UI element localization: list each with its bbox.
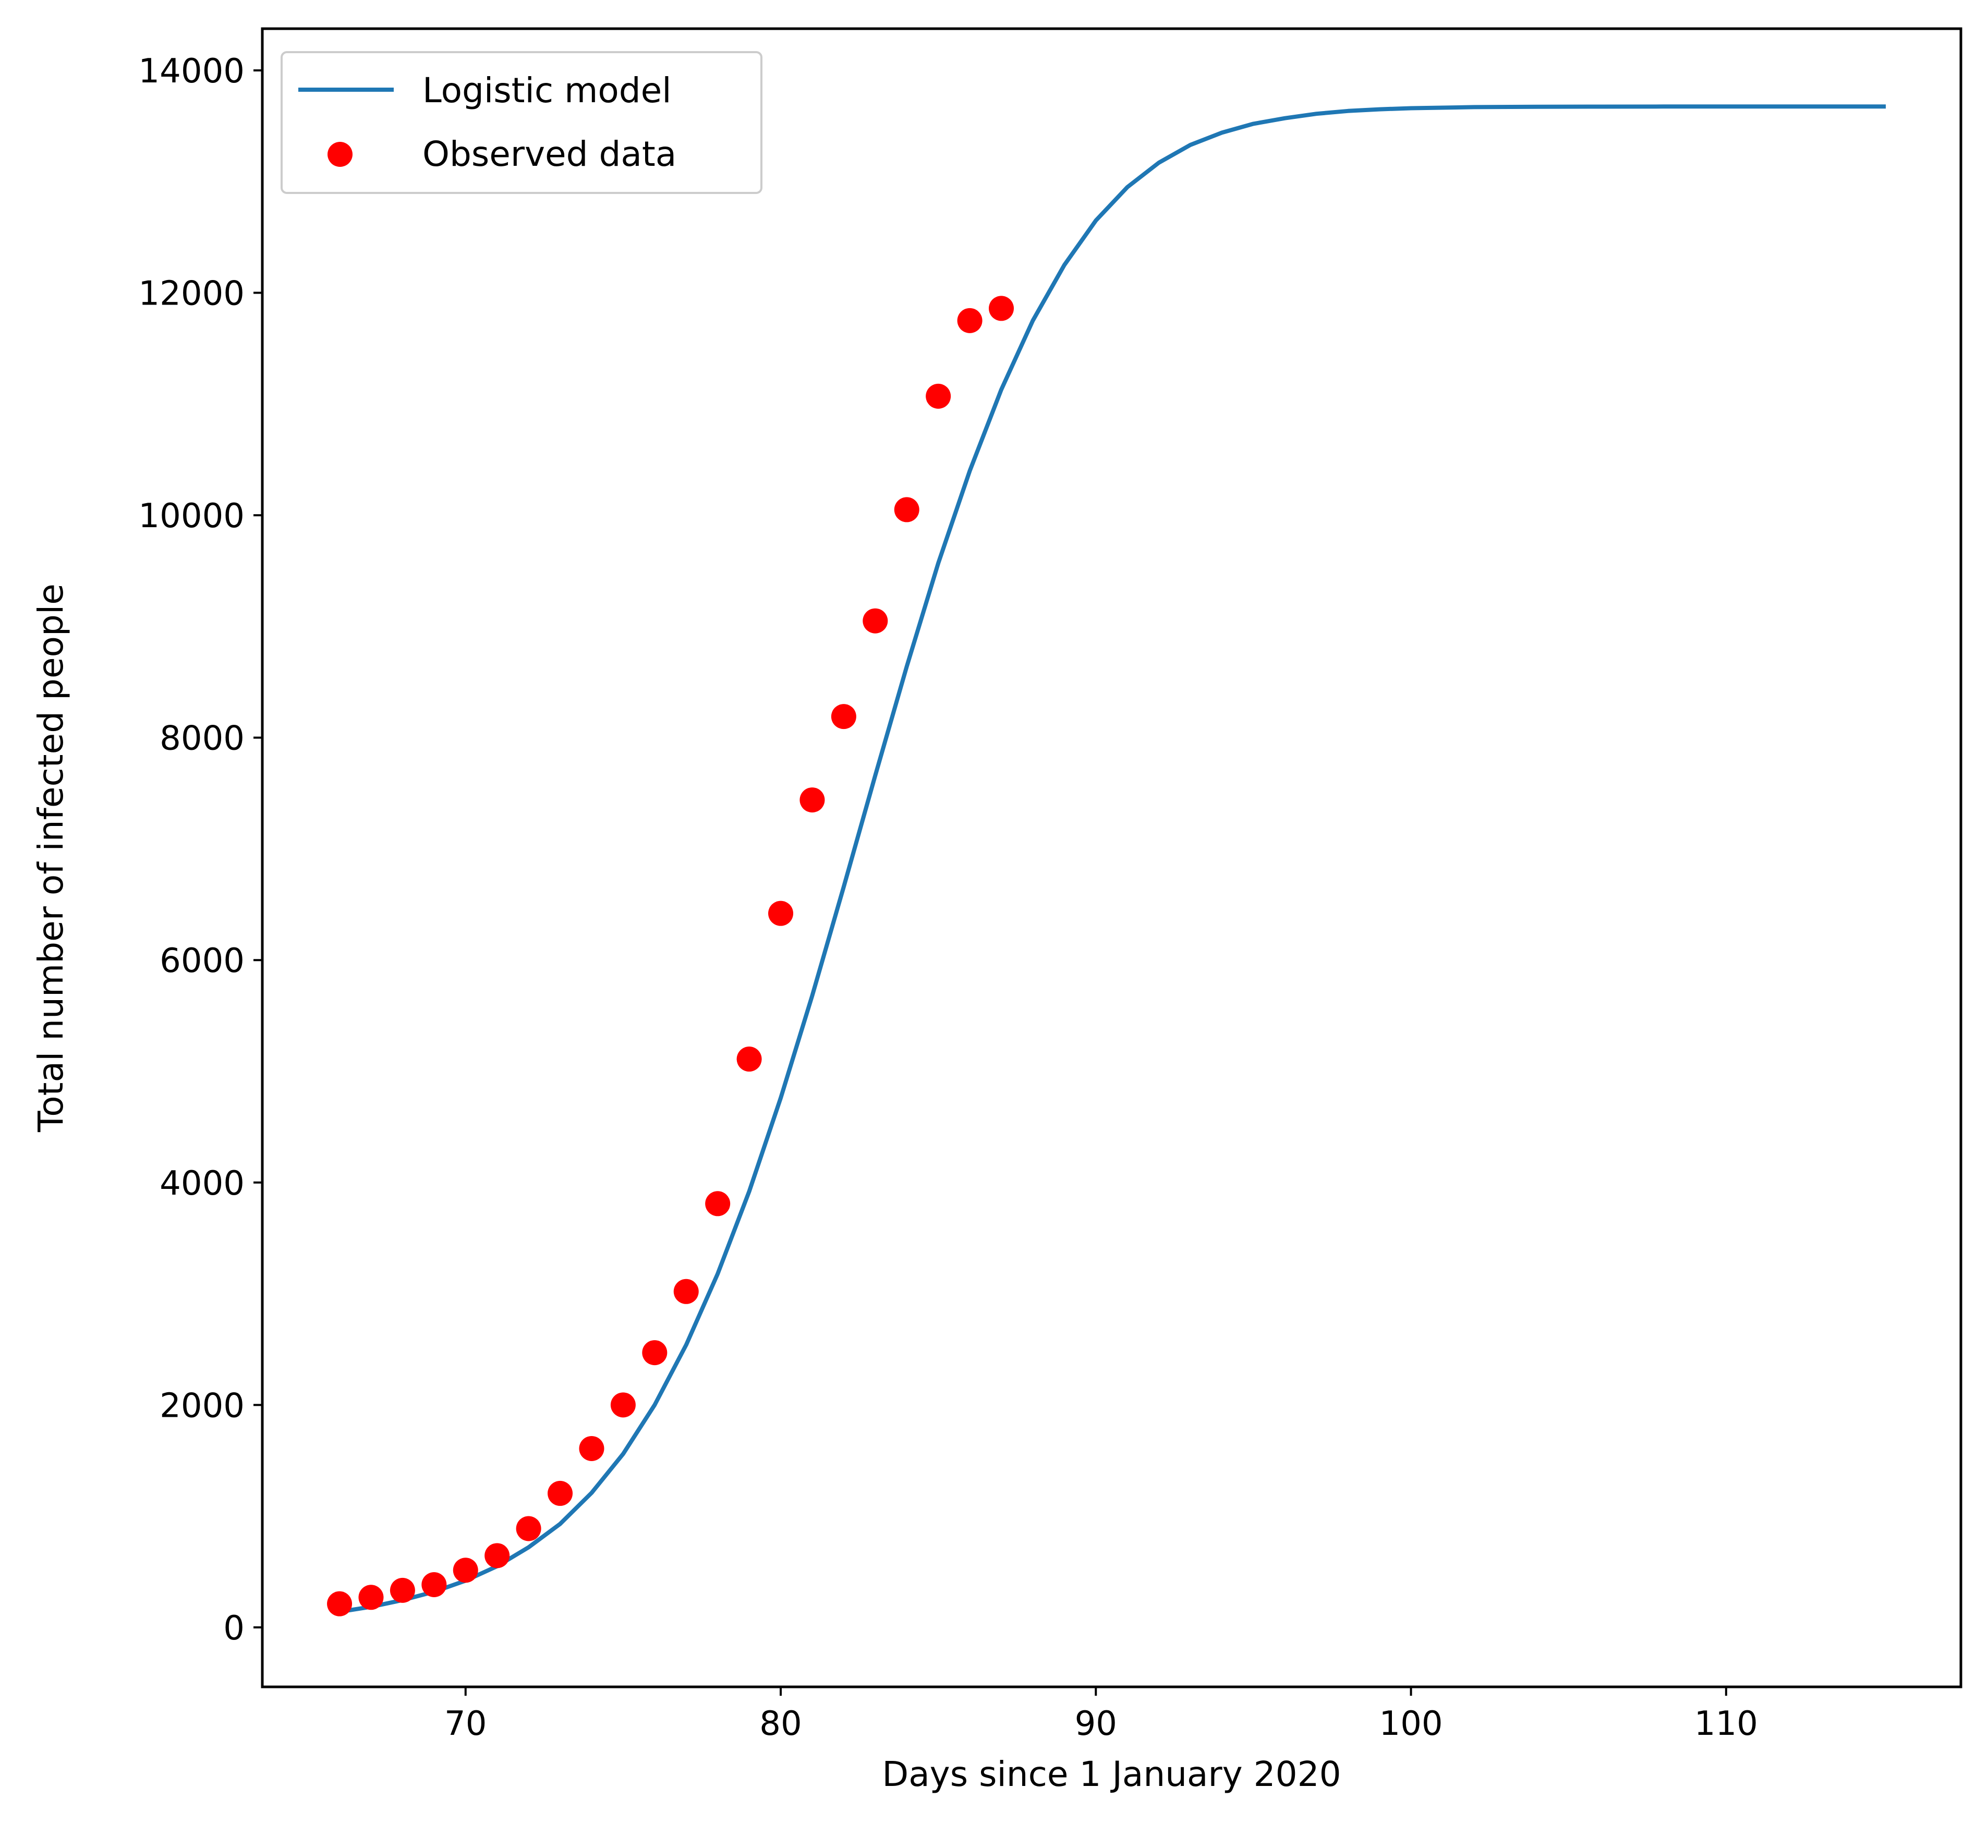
observed-data-point [989,296,1014,321]
observed-data-point [736,1047,762,1072]
legend: Logistic model Observed data [281,51,762,194]
observed-data-point [548,1480,573,1506]
observed-data-point [831,704,856,730]
observed-data-point [453,1558,478,1583]
y-tick-label: 14000 [138,52,245,91]
observed-data-point [390,1577,415,1603]
observed-data-point [642,1340,668,1366]
observed-data-point [358,1585,384,1610]
observed-data-point [673,1279,699,1304]
observed-data-point [579,1436,604,1461]
observed-data-point [926,383,951,409]
y-tick-label: 8000 [160,720,245,758]
y-tick-label: 12000 [138,275,245,313]
y-axis-label: Total number of infected people [31,583,71,1133]
observed-data-point [484,1543,510,1569]
plot-area [327,104,1886,1616]
y-tick-label: 6000 [160,942,245,980]
legend-box [281,51,762,194]
axes-frame [261,27,1962,1688]
x-tick-label: 70 [444,1705,487,1743]
observed-data-point [705,1191,731,1217]
observed-data-point [863,608,888,634]
x-axis-label: Days since 1 January 2020 [882,1754,1341,1794]
observed-data-point [516,1516,541,1541]
legend-label-logistic-model: Logistic model [422,70,672,111]
axes-ticks: 70 80 90 100 110 0 2000 4000 6000 8000 10000 12000 1… [138,52,1757,1743]
observed-data-point [894,497,919,522]
y-tick-label: 10000 [138,497,245,536]
x-tick-label: 110 [1694,1705,1758,1743]
observed-data-point [610,1392,636,1418]
observed-data-point [327,1591,353,1616]
observed-data-point [421,1572,447,1597]
observed-data-point [957,308,983,333]
y-tick-label: 2000 [160,1387,245,1425]
y-tick-label: 4000 [160,1164,245,1203]
x-tick-label: 100 [1379,1705,1442,1743]
y-tick-label: 0 [223,1609,245,1648]
observed-data-point [768,901,794,926]
legend-label-observed-data: Observed data [422,134,676,174]
x-tick-label: 90 [1075,1705,1117,1743]
x-tick-label: 80 [759,1705,802,1743]
legend-swatch-observed-data [328,142,353,167]
logistic-model-line [337,104,1886,1614]
observed-data-point [799,787,825,813]
